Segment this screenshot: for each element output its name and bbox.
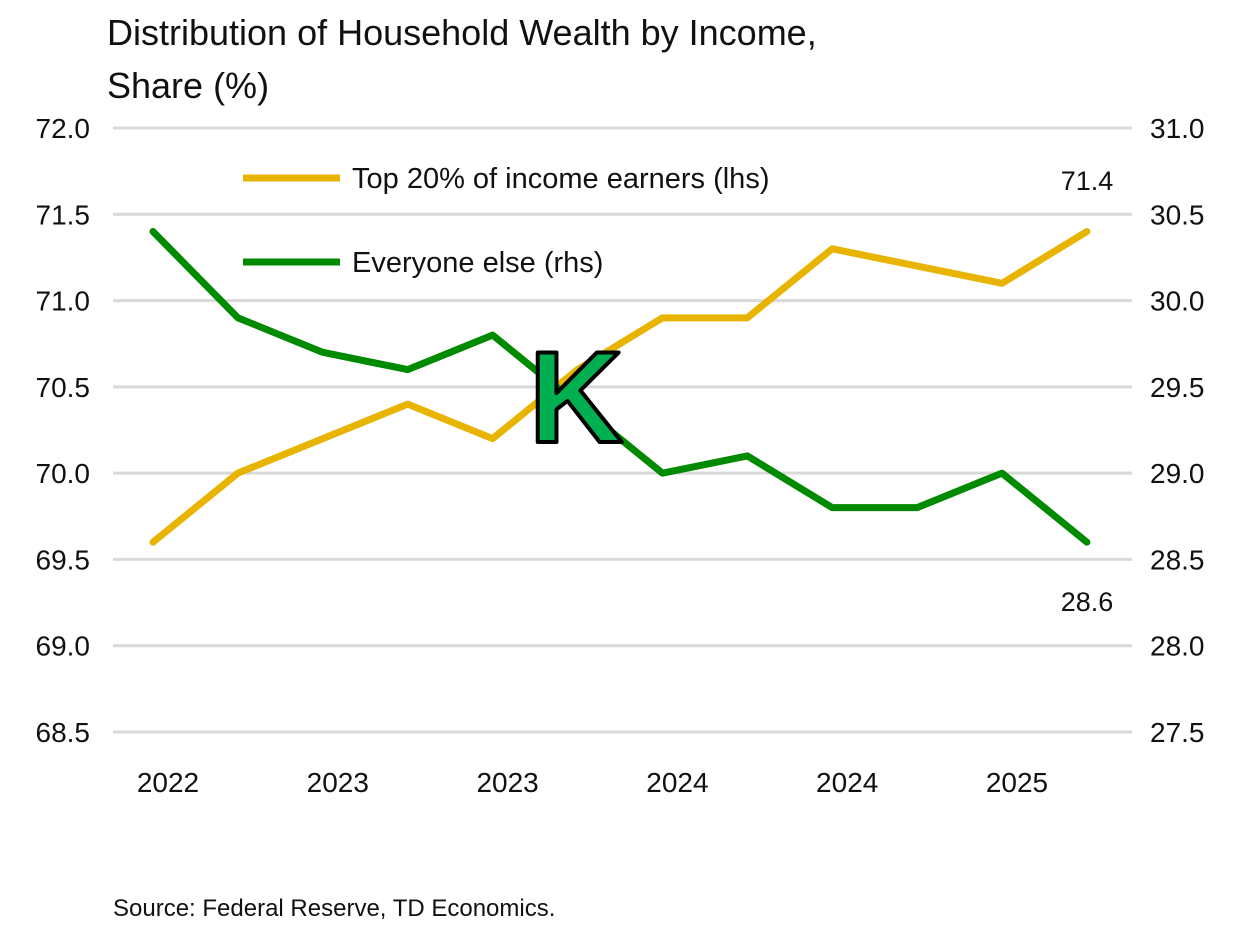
source-note: Source: Federal Reserve, TD Economics. (113, 895, 555, 922)
data-point (1001, 472, 1003, 475)
data-point (406, 368, 409, 371)
data-point (321, 437, 324, 440)
data-point (916, 506, 919, 509)
right-axis-tick-label: 28.5 (1150, 544, 1205, 575)
data-point (236, 472, 239, 475)
legend-label-everyone-else: Everyone else (rhs) (352, 247, 603, 279)
left-axis-tick-label: 71.0 (36, 286, 91, 317)
data-point (1085, 541, 1088, 544)
data-point (576, 403, 579, 406)
data-point (831, 247, 834, 250)
data-point (661, 316, 664, 319)
x-axis-tick-label: 2023 (476, 767, 538, 798)
left-axis-tick-label: 70.0 (36, 458, 91, 489)
x-axis-tick-label: 2024 (816, 767, 878, 798)
data-point (236, 316, 239, 319)
right-axis-tick-label: 30.0 (1150, 286, 1205, 317)
data-point (661, 472, 664, 475)
data-point (1001, 282, 1003, 285)
end-label-everyone-else: 28.6 (1061, 587, 1114, 617)
data-point (321, 351, 324, 354)
data-point (746, 454, 749, 457)
series-line-1 (149, 228, 1091, 546)
right-axis-tick-label: 29.5 (1150, 372, 1205, 403)
left-axis-tick-label: 69.5 (36, 544, 91, 575)
data-point (491, 334, 494, 337)
series-line-0 (149, 228, 1091, 546)
left-axis-tick-label: 72.0 (36, 113, 91, 144)
right-axis-tick-label: 30.5 (1150, 199, 1205, 230)
data-point (916, 265, 919, 268)
legend-label-top20: Top 20% of income earners (lhs) (352, 163, 769, 195)
data-point (406, 403, 409, 406)
data-point (491, 437, 494, 440)
legend: Top 20% of income earners (lhs) Everyone… (243, 163, 769, 279)
right-axis-tick-label: 31.0 (1150, 113, 1205, 144)
data-point (831, 506, 834, 509)
left-axis-tick-label: 71.5 (36, 199, 91, 230)
data-point (152, 230, 154, 233)
data-point (1085, 230, 1088, 233)
k-annotation: K (529, 324, 623, 470)
left-axis-tick-label: 69.0 (36, 631, 91, 662)
chart-title-line2: Share (%) (107, 65, 269, 106)
chart-title-line1: Distribution of Household Wealth by Inco… (107, 12, 817, 53)
x-axis-tick-label: 2024 (646, 767, 708, 798)
left-axis-tick-label: 70.5 (36, 372, 91, 403)
x-axis-tick-label: 2025 (986, 767, 1048, 798)
right-axis-tick-label: 27.5 (1150, 717, 1205, 748)
end-label-top20: 71.4 (1061, 166, 1114, 196)
right-axis-tick-label: 29.0 (1150, 458, 1205, 489)
data-point (576, 368, 579, 371)
left-axis-tick-label: 68.5 (36, 717, 91, 748)
data-point (152, 541, 154, 544)
x-axis-tick-label: 2022 (137, 767, 199, 798)
data-point (746, 316, 749, 319)
x-axis-tick-label: 2023 (307, 767, 369, 798)
right-axis-tick-label: 28.0 (1150, 631, 1205, 662)
